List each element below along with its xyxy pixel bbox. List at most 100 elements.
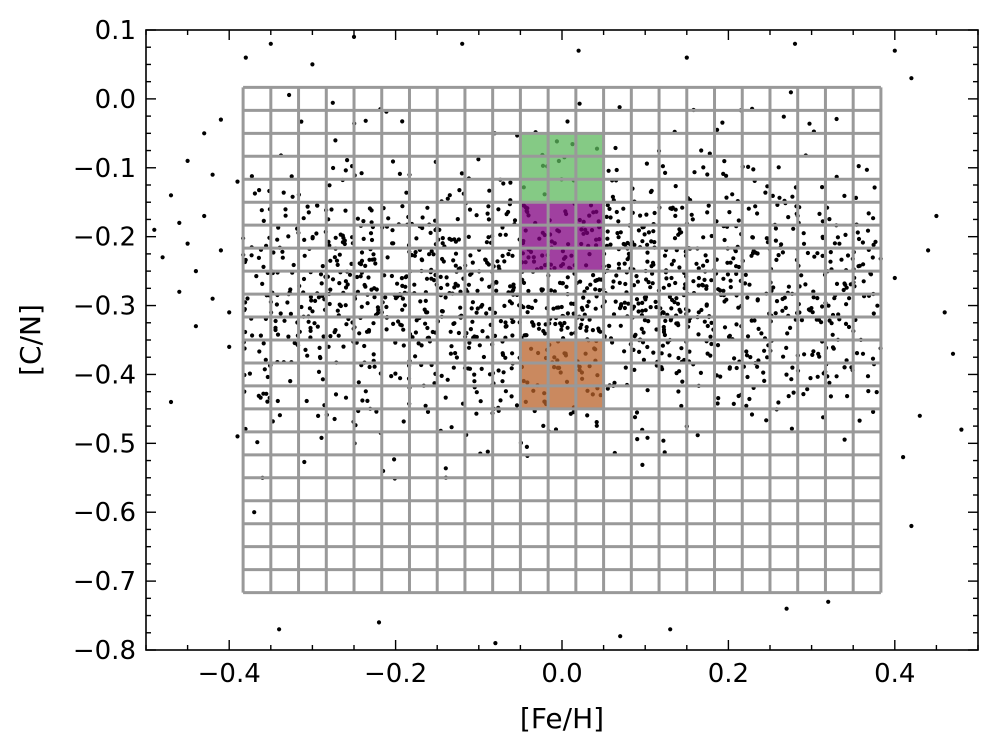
data-point xyxy=(565,275,570,280)
data-point xyxy=(243,55,248,60)
data-point xyxy=(805,387,810,392)
data-point xyxy=(338,232,343,237)
data-point xyxy=(866,211,871,216)
data-point xyxy=(721,276,726,281)
data-point xyxy=(761,370,766,375)
data-point xyxy=(283,213,288,218)
data-point xyxy=(333,235,338,240)
data-point xyxy=(788,325,793,330)
data-point xyxy=(472,372,477,377)
data-point xyxy=(341,235,346,240)
data-point xyxy=(331,165,336,171)
data-point xyxy=(168,399,174,405)
data-point xyxy=(280,255,285,260)
data-point xyxy=(386,216,391,221)
data-point xyxy=(749,253,754,258)
data-point xyxy=(503,232,508,237)
data-point xyxy=(811,349,816,354)
data-point xyxy=(676,232,681,237)
x-tick-label: 0.0 xyxy=(541,659,582,689)
data-point xyxy=(578,325,583,330)
data-point xyxy=(704,302,709,307)
data-point xyxy=(780,308,785,313)
data-point xyxy=(262,367,267,372)
data-point xyxy=(455,283,460,288)
data-point xyxy=(815,374,820,379)
data-point xyxy=(643,308,648,313)
data-point xyxy=(569,301,574,306)
data-point xyxy=(548,288,554,293)
data-point xyxy=(503,355,508,360)
data-point xyxy=(671,258,676,263)
data-point xyxy=(661,327,667,332)
data-point xyxy=(827,380,832,385)
data-point xyxy=(319,281,324,286)
data-point xyxy=(476,157,481,162)
data-point xyxy=(721,288,726,293)
data-point xyxy=(874,390,879,395)
data-point xyxy=(286,234,291,239)
data-point xyxy=(718,374,723,379)
data-point xyxy=(227,344,232,349)
data-point xyxy=(791,226,796,231)
data-point xyxy=(755,251,760,256)
data-point xyxy=(260,281,265,286)
y-axis-label: [C/N] xyxy=(14,304,47,376)
data-point xyxy=(384,327,389,332)
data-point xyxy=(745,295,750,300)
data-point xyxy=(700,283,706,288)
data-point xyxy=(856,164,861,169)
data-point xyxy=(763,190,768,195)
data-point xyxy=(674,296,679,301)
data-point xyxy=(702,319,707,324)
data-point xyxy=(826,599,831,604)
data-point xyxy=(383,295,388,300)
data-point xyxy=(669,262,675,267)
data-point xyxy=(302,253,307,258)
data-point xyxy=(508,284,513,289)
data-point xyxy=(290,194,295,199)
data-point xyxy=(355,274,360,280)
axis-tick-labels: −0.4 −0.2 0.0 0.2 0.4 0.1 0.0 −0.1 −0.2 −0.3 −0.4 −… xyxy=(73,16,916,689)
data-point xyxy=(695,433,700,438)
data-point xyxy=(607,264,612,269)
data-point xyxy=(420,225,425,231)
x-tick-label: −0.2 xyxy=(364,659,427,689)
data-point xyxy=(399,323,404,328)
data-point xyxy=(193,269,198,274)
data-point xyxy=(249,174,254,179)
data-point xyxy=(252,510,257,515)
data-point xyxy=(622,300,627,305)
data-point xyxy=(734,322,739,327)
data-point xyxy=(865,228,871,233)
data-point xyxy=(662,332,668,338)
data-point xyxy=(343,303,348,308)
data-point xyxy=(337,252,342,257)
data-point xyxy=(782,295,787,300)
data-point xyxy=(456,237,461,242)
data-point xyxy=(648,285,653,290)
data-point xyxy=(857,263,862,268)
data-point xyxy=(727,333,733,338)
data-point xyxy=(841,287,846,293)
data-point xyxy=(801,392,806,397)
data-point xyxy=(810,352,815,357)
data-point xyxy=(502,303,507,308)
data-point xyxy=(335,308,340,313)
data-point xyxy=(661,285,666,290)
data-point xyxy=(398,376,403,381)
data-point xyxy=(777,195,782,200)
data-point xyxy=(634,410,640,415)
data-point xyxy=(762,378,767,383)
data-point xyxy=(871,311,876,316)
data-point xyxy=(456,330,461,336)
data-point xyxy=(619,302,624,307)
data-point xyxy=(837,241,842,246)
bin-grid xyxy=(241,85,883,595)
data-point xyxy=(776,165,781,170)
data-point xyxy=(664,276,669,281)
data-point xyxy=(765,184,770,189)
data-point xyxy=(623,281,628,287)
data-point xyxy=(365,398,370,403)
data-point xyxy=(478,399,483,404)
